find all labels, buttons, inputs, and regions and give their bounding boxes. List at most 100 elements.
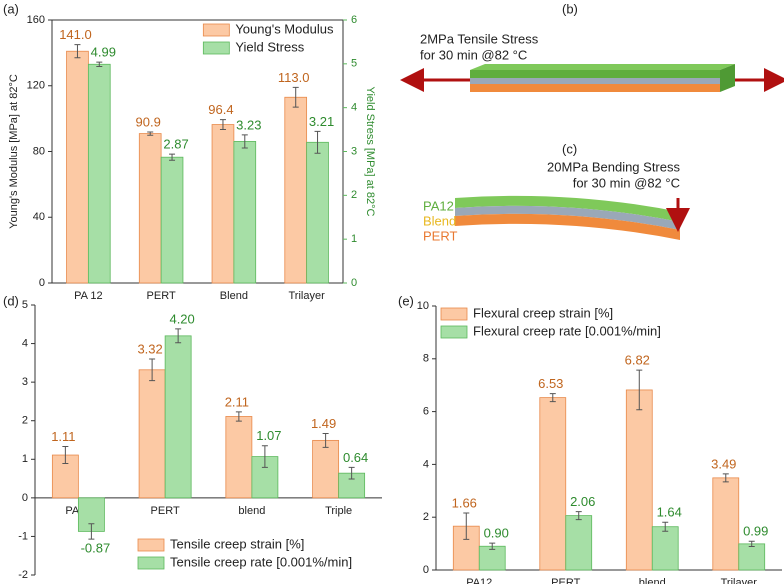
bar [312,439,340,499]
panel-label: (c) [562,141,577,156]
value-label: 2.06 [570,494,595,509]
panel-label: (d) [3,293,19,308]
value-label: 0.99 [743,524,768,539]
value-label: 1.07 [256,428,281,443]
error-bar [463,512,470,540]
error-bar [149,358,156,382]
value-label: 3.23 [236,117,261,132]
layer-label: Blend [423,213,456,228]
error-bar [62,446,69,465]
bar [651,526,679,571]
legend-label: Yield Stress [235,39,304,54]
error-bar [74,44,81,59]
value-label: 3.21 [309,114,334,129]
y2-tick-label: 5 [351,58,357,70]
legend-label: Flexural creep rate [0.001%/min] [473,323,661,338]
x-tick-label: PA12 [466,577,492,584]
bar [539,397,567,571]
x-tick-label: Blend [220,290,248,302]
y2-tick-label: 3 [351,145,357,157]
y-tick-label: 4 [423,458,429,470]
y-tick-label: 3 [22,376,28,388]
value-label: 6.82 [625,353,650,368]
y-tick-label: 10 [417,300,429,312]
y-tick-label: 6 [423,406,429,418]
y-tick-label: 40 [33,211,45,223]
tensile-specimen [400,64,784,92]
bar [225,416,253,499]
y-tick-label: 0 [22,492,28,504]
value-label: 1.49 [311,416,336,431]
x-tick-label: Trilayer [288,290,325,302]
y-tick-label: 8 [423,353,429,365]
legend-swatch [137,538,165,552]
value-label: 2.11 [225,394,249,409]
y2-tick-label: 6 [351,14,357,26]
y-tick-label: 5 [22,299,28,311]
error-bar [575,511,582,521]
error-bar [235,411,242,422]
y2-tick-label: 0 [351,277,357,289]
panel-label: (b) [562,1,578,16]
error-bar [722,473,729,483]
y2-tick-label: 2 [351,189,357,201]
y-tick-label: 1 [22,453,28,465]
x-tick-label: PERT [551,577,580,584]
value-label: 1.64 [657,505,682,520]
x-tick-label: PERT [151,505,180,517]
value-label: 113.0 [278,70,310,85]
error-bar [549,393,556,403]
error-bar [322,432,329,448]
bar [66,50,89,284]
error-bar [748,540,755,548]
value-label: 96.4 [208,102,233,117]
y-tick-label: -2 [18,569,28,581]
error-bar [662,521,669,532]
layer-label: PERT [423,228,457,243]
bar [565,515,593,571]
bar [625,389,653,571]
x-tick-label: Trilayer [721,577,758,584]
legend-label: Tensile creep strain [%] [170,536,304,551]
panel-label: (a) [3,1,19,16]
error-bar [88,523,95,540]
error-bar [96,61,103,67]
y-tick-label: 0 [423,564,429,576]
bar [138,369,166,499]
legend-swatch [440,325,468,339]
bar [87,63,111,284]
value-label: 2.87 [163,137,188,152]
y-tick-label: 120 [27,80,45,92]
value-label: 3.49 [711,456,736,471]
legend-swatch [137,556,165,570]
caption: 20MPa Bending Stress [547,159,680,174]
y2-tick-label: 1 [351,233,357,245]
caption: 2MPa Tensile Stress [420,31,539,46]
value-label: 0.90 [484,526,509,541]
y-tick-label: 2 [423,511,429,523]
x-tick-label: Triple [325,505,352,517]
error-bar [292,86,299,108]
bar [284,96,308,284]
error-bar [261,445,268,468]
y-tick-label: 4 [22,337,28,349]
error-bar [219,119,226,130]
y-axis-label: Young's Modulus [MPa] at 82°C [8,74,20,229]
legend-swatch [202,41,230,55]
x-tick-label: PERT [147,290,176,302]
error-bar [175,328,182,344]
value-label: 141.0 [59,27,92,42]
value-label: 90.9 [136,114,161,129]
y2-axis-label: Yield Stress [MPa] at 82°C [364,87,376,217]
bar [738,543,766,571]
value-label: 4.20 [169,311,194,326]
value-label: 1.66 [452,495,477,510]
value-label: 6.53 [538,376,563,391]
y-tick-label: -1 [18,530,28,542]
legend-label: Tensile creep rate [0.001%/min] [170,554,352,569]
value-label: 3.32 [137,341,162,356]
layer-label: PA12 [423,198,454,213]
caption: for 30 min @82 °C [573,175,680,190]
bar [160,156,184,284]
error-bar [636,369,643,411]
